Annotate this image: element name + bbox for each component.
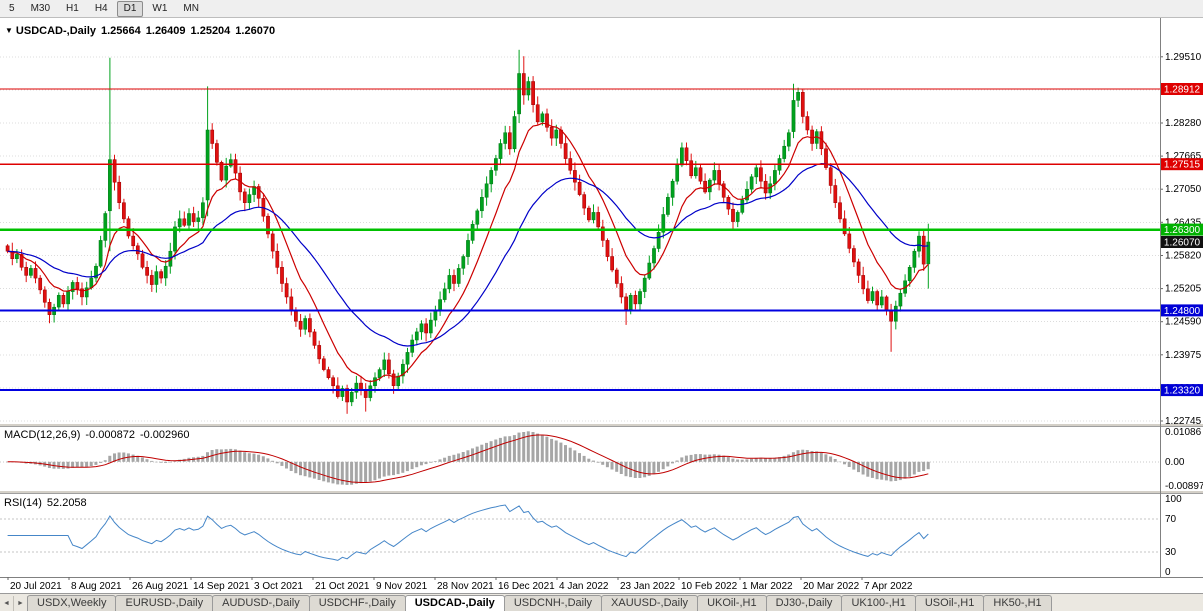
- chart-tab-dj30-daily[interactable]: DJ30-,Daily: [765, 595, 843, 611]
- svg-text:4 Jan 2022: 4 Jan 2022: [559, 581, 609, 592]
- svg-text:3 Oct 2021: 3 Oct 2021: [254, 581, 303, 592]
- chart-tab-eurusd-daily[interactable]: EURUSD-,Daily: [115, 595, 214, 611]
- svg-text:9 Nov 2021: 9 Nov 2021: [376, 581, 428, 592]
- svg-text:1.24800: 1.24800: [1164, 306, 1201, 317]
- timeframe-toolbar: 5 M30 H1 H4 D1 W1 MN: [0, 0, 1203, 18]
- svg-text:23 Jan 2022: 23 Jan 2022: [620, 581, 675, 592]
- timeframe-button-h4[interactable]: H4: [94, 2, 108, 14]
- chart-tab-uk100-h1[interactable]: UK100-,H1: [841, 595, 916, 611]
- svg-text:28 Nov 2021: 28 Nov 2021: [437, 581, 494, 592]
- svg-text:14 Sep 2021: 14 Sep 2021: [193, 581, 250, 592]
- timeframe-button-w1[interactable]: W1: [152, 2, 168, 14]
- tab-scroll-right-button[interactable]: ►: [14, 596, 28, 611]
- svg-text:1.23975: 1.23975: [1165, 350, 1202, 361]
- svg-text:26 Aug 2021: 26 Aug 2021: [132, 581, 189, 592]
- svg-text:1.27515: 1.27515: [1164, 160, 1201, 171]
- price-axis-line-labels: 1.28912 1.27515 1.26300 1.26070 1.24800 1.233…: [1161, 83, 1203, 397]
- svg-text:1.26435: 1.26435: [1165, 217, 1202, 228]
- svg-text:1.27665: 1.27665: [1165, 151, 1202, 162]
- svg-text:16 Dec 2021: 16 Dec 2021: [498, 581, 555, 592]
- chart-area[interactable]: 1.295101.288951.282801.276651.270501.264…: [0, 18, 1203, 593]
- one-click-trading-toggle[interactable]: ▼: [5, 26, 13, 35]
- svg-text:10 Feb 2022: 10 Feb 2022: [681, 581, 738, 592]
- svg-text:1.22745: 1.22745: [1165, 416, 1202, 427]
- svg-text:0.00: 0.00: [1165, 457, 1185, 468]
- tab-scroll-left-button[interactable]: ◄: [0, 596, 14, 611]
- ma-slow-line: [7, 162, 929, 347]
- timeframe-button-m30[interactable]: M30: [30, 2, 51, 14]
- chart-tab-usoil-h1[interactable]: USOil-,H1: [914, 595, 985, 611]
- timeframe-button-mn[interactable]: MN: [183, 2, 199, 14]
- svg-text:21 Oct 2021: 21 Oct 2021: [315, 581, 370, 592]
- chart-tab-usdcad-daily[interactable]: USDCAD-,Daily: [404, 595, 505, 611]
- svg-text:70: 70: [1165, 514, 1177, 525]
- timeframe-button-d1[interactable]: D1: [116, 0, 144, 17]
- horizontal-level-lines[interactable]: [0, 88, 1160, 392]
- date-axis: 20 Jul 2021 8 Aug 2021 26 Aug 2021 14 Sep 2…: [7, 577, 913, 592]
- chart-tab-usdx-weekly[interactable]: USDX,Weekly: [27, 595, 117, 611]
- timeframe-button-5[interactable]: 5: [9, 2, 15, 14]
- svg-text:1.27050: 1.27050: [1165, 184, 1202, 195]
- chart-tab-bar: ◄ ► USDX,Weekly EURUSD-,Daily AUDUSD-,Daily U…: [0, 593, 1203, 611]
- timeframe-button-h1[interactable]: H1: [66, 2, 79, 14]
- svg-text:-0.00897: -0.00897: [1165, 481, 1203, 492]
- svg-text:100: 100: [1165, 494, 1182, 505]
- svg-text:0: 0: [1165, 567, 1171, 578]
- macd-histogram: [6, 431, 930, 485]
- price-gridlines: 1.295101.288951.282801.276651.270501.264…: [0, 52, 1202, 427]
- chart-tab-audusd-daily[interactable]: AUDUSD-,Daily: [212, 595, 310, 611]
- panel-divider-macd-rsi[interactable]: [0, 491, 1203, 494]
- svg-text:20 Mar 2022: 20 Mar 2022: [803, 581, 860, 592]
- svg-text:1.24590: 1.24590: [1165, 317, 1202, 328]
- ma-fast-line: [7, 122, 929, 383]
- chart-tab-hk50-h1[interactable]: HK50-,H1: [983, 595, 1052, 611]
- svg-text:1.29510: 1.29510: [1165, 52, 1202, 63]
- svg-text:1.23320: 1.23320: [1164, 386, 1201, 397]
- svg-text:20 Jul 2021: 20 Jul 2021: [10, 581, 62, 592]
- panel-divider-main-macd[interactable]: [0, 424, 1203, 427]
- rsi-line: [7, 504, 929, 561]
- svg-text:7 Apr 2022: 7 Apr 2022: [864, 581, 913, 592]
- svg-text:30: 30: [1165, 547, 1177, 558]
- svg-text:1 Mar 2022: 1 Mar 2022: [742, 581, 793, 592]
- chart-tab-usdchf-daily[interactable]: USDCHF-,Daily: [308, 595, 406, 611]
- chart-tab-xauusd-daily[interactable]: XAUUSD-,Daily: [601, 595, 699, 611]
- svg-text:8 Aug 2021: 8 Aug 2021: [71, 581, 122, 592]
- svg-text:1.25820: 1.25820: [1165, 251, 1202, 262]
- candlesticks-group: [5, 49, 931, 414]
- svg-text:1.28280: 1.28280: [1165, 118, 1202, 129]
- svg-text:1.26070: 1.26070: [1164, 238, 1201, 249]
- svg-text:1.26300: 1.26300: [1164, 225, 1201, 236]
- chart-tab-ukoil-h1[interactable]: UKOil-,H1: [697, 595, 767, 611]
- svg-text:1.25205: 1.25205: [1165, 284, 1202, 295]
- chart-tab-usdcnh-daily[interactable]: USDCNH-,Daily: [503, 595, 603, 611]
- macd-signal-line: [7, 434, 929, 483]
- chart-canvas[interactable]: 1.295101.288951.282801.276651.270501.264…: [0, 18, 1203, 593]
- svg-text:1.28912: 1.28912: [1164, 85, 1201, 96]
- svg-text:0.01086: 0.01086: [1165, 427, 1202, 438]
